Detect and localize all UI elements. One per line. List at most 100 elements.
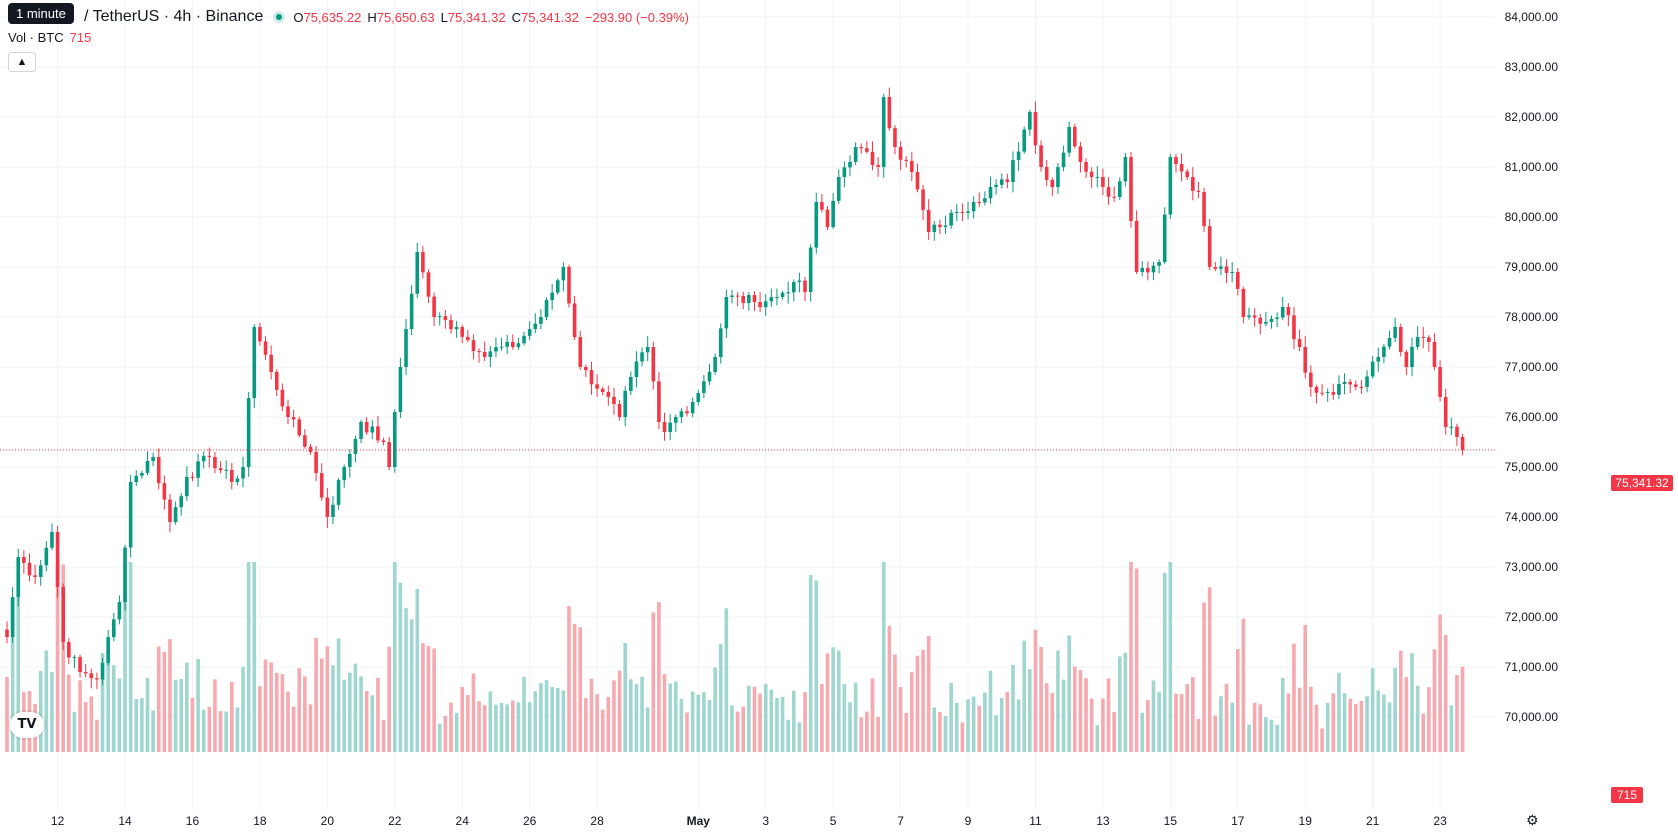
candle <box>938 219 942 235</box>
candle-body <box>505 341 509 347</box>
symbol-title[interactable]: / TetherUS · 4h · Binance <box>84 8 264 25</box>
candle <box>286 399 290 425</box>
candle-body <box>943 225 948 227</box>
time-axis[interactable]: 12 14 16 18 20 22 24 26 28 May 3 5 7 9 11 13 15 17 19 21 23 <box>51 814 1447 828</box>
market-status-icon[interactable] <box>273 11 286 23</box>
volume-bar <box>50 672 54 752</box>
candle-body <box>1365 376 1369 387</box>
volume-bar <box>848 702 852 752</box>
volume-bar <box>533 691 538 752</box>
volume-bar <box>983 692 987 752</box>
candle <box>713 353 717 375</box>
candle <box>1179 153 1184 182</box>
volume-bar <box>1207 587 1212 752</box>
volume-legend[interactable]: Vol · BTC 715 <box>8 30 91 45</box>
candle-body <box>263 341 268 355</box>
volume-bar <box>539 683 543 752</box>
candle <box>224 460 228 479</box>
gear-icon[interactable]: ⚙ <box>1526 813 1539 829</box>
volume-bar <box>1342 693 1347 752</box>
candle-body <box>735 295 740 297</box>
candle-body <box>1191 177 1195 191</box>
volume-bar <box>314 637 318 752</box>
tradingview-logo-icon[interactable]: TV <box>10 712 44 738</box>
volume-bar <box>218 711 223 752</box>
candle <box>1050 177 1055 196</box>
candle <box>915 163 920 193</box>
candle-body <box>1292 315 1296 340</box>
volume-bar <box>724 608 729 752</box>
candle-body <box>966 211 970 213</box>
volume-bar <box>1449 705 1454 752</box>
volume-bar <box>702 692 706 752</box>
candle <box>629 371 633 396</box>
candle <box>100 657 105 686</box>
candle-body <box>331 504 335 517</box>
candle-body <box>162 483 167 500</box>
candle-body <box>1016 151 1021 161</box>
candle-body <box>876 165 880 167</box>
volume-bar <box>331 665 335 752</box>
volume-bar <box>1106 678 1111 752</box>
candle <box>1162 207 1167 265</box>
candle-body <box>1275 317 1279 319</box>
volume-bar <box>780 696 785 752</box>
volume-bar <box>1455 674 1459 752</box>
time-tick-label: 23 <box>1433 814 1447 828</box>
open-value: O75,635.22 <box>293 9 362 25</box>
price-tick-label: 75,000.00 <box>1505 460 1559 474</box>
volume-bar <box>1028 669 1032 752</box>
volume-bar <box>600 709 605 752</box>
candle-body <box>533 323 538 330</box>
candle <box>876 157 880 177</box>
volume-bar <box>145 677 150 752</box>
volume-bar <box>1331 693 1336 752</box>
candle <box>78 654 82 678</box>
candle <box>527 321 532 341</box>
candle <box>668 413 672 441</box>
candle-body <box>297 419 302 436</box>
candle <box>1207 218 1212 271</box>
candle-body <box>1303 347 1308 373</box>
candle <box>168 494 172 533</box>
volume-bar <box>1264 717 1268 752</box>
price-axis[interactable]: 84,000.00 83,000.00 82,000.00 81,000.00 80,0… <box>1495 0 1678 835</box>
candle <box>600 386 605 396</box>
candle <box>1078 141 1083 173</box>
candle-body <box>786 292 790 294</box>
chevron-up-icon[interactable]: ▲ <box>8 52 36 72</box>
volume-bar <box>640 676 644 752</box>
volume-bar <box>387 646 391 752</box>
candle-body <box>128 482 133 548</box>
candle-body <box>1140 267 1145 272</box>
candle-body <box>747 295 751 304</box>
candle-body <box>960 212 965 213</box>
candle <box>1342 373 1347 395</box>
candle-body <box>348 453 352 467</box>
volume-bar <box>679 698 684 752</box>
volume-bar <box>454 712 459 752</box>
candle-body <box>50 532 54 548</box>
volume-bar <box>1067 635 1071 752</box>
volume-bar <box>803 692 807 752</box>
candle-body <box>213 457 217 469</box>
candle-body <box>623 390 627 417</box>
candle <box>1376 347 1381 372</box>
candle <box>730 289 734 304</box>
candle-body <box>1061 152 1066 168</box>
candle-body <box>1309 372 1313 387</box>
volume-bar <box>1252 702 1257 752</box>
candle <box>1365 370 1369 393</box>
candle <box>1415 326 1420 350</box>
candle-body <box>1398 327 1403 352</box>
candle <box>1039 140 1043 172</box>
candle <box>786 281 790 304</box>
volume-bar <box>831 647 835 752</box>
candle-body <box>437 316 442 318</box>
candle-body <box>1354 384 1358 387</box>
candle-body <box>994 184 998 187</box>
candle <box>1421 326 1426 349</box>
candle <box>617 399 622 421</box>
volume-bar <box>792 690 796 752</box>
